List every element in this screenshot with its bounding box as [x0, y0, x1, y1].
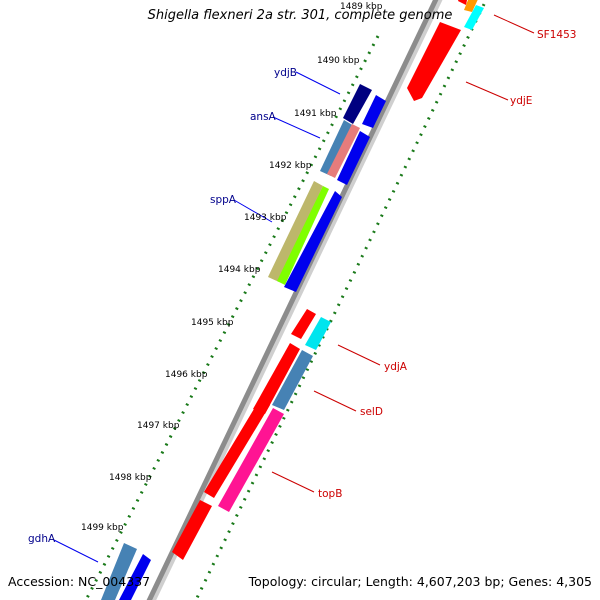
gene-sppa-cds[interactable]	[268, 181, 323, 282]
gene-label-topb[interactable]: topB	[318, 488, 342, 500]
gene-ansa-upper[interactable]	[337, 131, 370, 185]
gene-label-seld[interactable]: selD	[360, 406, 383, 418]
gene-label-sppa[interactable]: sppA	[210, 194, 237, 206]
gene-sf1453-cds[interactable]	[464, 0, 480, 12]
tick-label: 1499 kbp	[81, 523, 124, 533]
gene-sppa-lower[interactable]	[284, 191, 342, 292]
gene-sppa-rna[interactable]	[277, 186, 329, 285]
tick-label: 1489 kbp	[340, 2, 383, 12]
tick-label: 1494 kbp	[218, 265, 261, 275]
genome-stats-label: Topology: circular; Length: 4,607,203 bp…	[248, 574, 592, 589]
gene-lower-arrow[interactable]	[172, 500, 212, 560]
tick-label: 1497 kbp	[137, 421, 180, 431]
leader-sppa	[233, 199, 273, 223]
tick-label: 1498 kbp	[109, 473, 152, 483]
gene-ydja-cds[interactable]	[305, 317, 331, 350]
leader-ydje	[465, 81, 509, 101]
leader-ydjb	[295, 71, 341, 95]
tick-label: 1495 kbp	[191, 318, 234, 328]
gene-label-gdha[interactable]: gdhA	[28, 533, 56, 545]
gene-ydje-arrow[interactable]	[407, 22, 461, 101]
map-title: Shigella flexneri 2a str. 301, complete …	[147, 8, 453, 23]
leader-seld	[313, 390, 357, 412]
tick-label: 1491 kbp	[294, 109, 337, 119]
gene-seld-cds[interactable]	[272, 350, 313, 410]
gene-topb-arrow[interactable]	[204, 399, 270, 498]
gene-label-ydje[interactable]: ydjE	[510, 95, 532, 107]
gene-ansa-cds[interactable]	[320, 120, 354, 176]
tick-label: 1496 kbp	[165, 370, 208, 380]
tick-label: 1490 kbp	[317, 56, 360, 66]
gene-label-ydjb[interactable]: ydjB	[274, 67, 297, 79]
gene-ydjb-upper[interactable]	[362, 95, 386, 128]
tick-label: 1493 kbp	[244, 213, 287, 223]
leader-topb	[271, 471, 315, 493]
gene-ydja-arrow[interactable]	[291, 309, 316, 339]
leader-ansa	[272, 116, 321, 139]
gene-topb-cds[interactable]	[218, 408, 284, 512]
gene-seld-arrow[interactable]	[253, 343, 300, 414]
leader-gdha	[53, 539, 99, 563]
gene-sf1453-rna[interactable]	[464, 5, 484, 30]
gene-ansa-rna[interactable]	[327, 124, 360, 178]
genome-backbone	[146, 0, 439, 600]
leader-ydja	[337, 344, 381, 366]
gene-ydjb-arrow[interactable]	[343, 84, 372, 124]
accession-label: Accession: NC_004337	[8, 574, 151, 589]
leader-sf1453	[493, 14, 535, 34]
gene-label-ansa[interactable]: ansA	[250, 111, 277, 123]
gene-gdha-cds[interactable]	[101, 543, 137, 600]
gene-sf1453-arrow[interactable]	[458, 0, 468, 5]
outer-tick-track	[194, 0, 488, 600]
gene-label-ydja[interactable]: ydjA	[384, 361, 408, 373]
gene-gdha-arrow[interactable]	[119, 554, 151, 600]
gene-label-sf1453[interactable]: SF1453	[537, 29, 576, 41]
tick-label: 1492 kbp	[269, 161, 312, 171]
